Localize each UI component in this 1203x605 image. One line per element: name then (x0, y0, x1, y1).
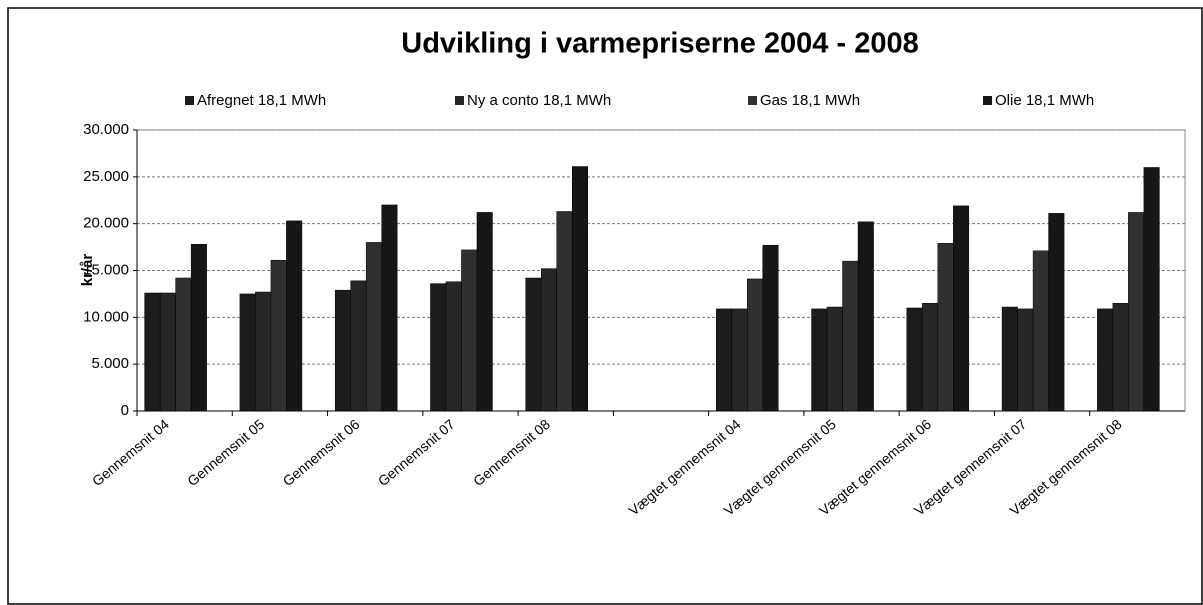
legend-swatch (748, 96, 757, 105)
bar (350, 280, 367, 412)
bar (540, 268, 557, 412)
legend-label: Afregnet 18,1 MWh (197, 92, 326, 109)
bar (716, 308, 733, 412)
bar (381, 204, 398, 412)
bar (922, 303, 939, 412)
bar (857, 221, 874, 412)
bar (953, 205, 970, 412)
y-tick-label: 25.000 (83, 168, 129, 185)
legend-label: Olie 18,1 MWh (995, 92, 1094, 109)
bar (239, 293, 256, 412)
bar (906, 307, 923, 412)
legend-swatch (455, 96, 464, 105)
bar (270, 259, 287, 412)
bar (826, 306, 843, 412)
y-axis-label: kr/år (79, 254, 96, 287)
bar (365, 242, 382, 412)
bar (334, 289, 351, 412)
bar (571, 166, 588, 412)
bar (175, 277, 192, 412)
legend-label: Gas 18,1 MWh (760, 92, 860, 109)
chart-title: Udvikling i varmepriserne 2004 - 2008 (401, 28, 918, 60)
bar (762, 244, 779, 412)
x-tick-label: Gennemsnit 04 (89, 416, 172, 489)
bar (430, 283, 447, 412)
y-tick-label: 5.000 (91, 355, 129, 372)
bar (747, 278, 764, 412)
bar (1017, 308, 1034, 412)
bar (937, 243, 954, 412)
bar (476, 212, 493, 412)
x-tick-label: Gennemsnit 06 (279, 416, 362, 489)
bar (1048, 213, 1065, 412)
chart-frame (7, 7, 1203, 605)
bar (811, 308, 828, 412)
legend-label: Ny a conto 18,1 MWh (467, 92, 611, 109)
y-tick-label: 20.000 (83, 215, 129, 232)
bar (255, 291, 272, 412)
y-tick-label: 15.000 (83, 261, 129, 278)
bar (1001, 306, 1018, 412)
bar (525, 277, 542, 412)
x-tick-label: Gennemsnit 07 (375, 416, 458, 489)
bar (556, 211, 573, 412)
bar (159, 292, 176, 412)
bar (445, 281, 462, 412)
bar (1112, 303, 1129, 412)
x-tick-label: Gennemsnit 08 (470, 416, 553, 489)
bar (1097, 308, 1114, 412)
bar (842, 260, 859, 412)
y-tick-label: 30.000 (83, 121, 129, 138)
legend-swatch (185, 96, 194, 105)
y-tick-label: 10.000 (83, 308, 129, 325)
x-tick-label: Gennemsnit 05 (184, 416, 267, 489)
bar (144, 292, 161, 412)
bar (1032, 250, 1049, 412)
bar (731, 308, 748, 412)
bar (461, 249, 478, 412)
legend-swatch (983, 96, 992, 105)
bar (190, 244, 207, 412)
bar (286, 220, 303, 412)
bar (1143, 167, 1160, 412)
y-tick-label: 0 (121, 402, 129, 419)
bar (1128, 212, 1145, 412)
